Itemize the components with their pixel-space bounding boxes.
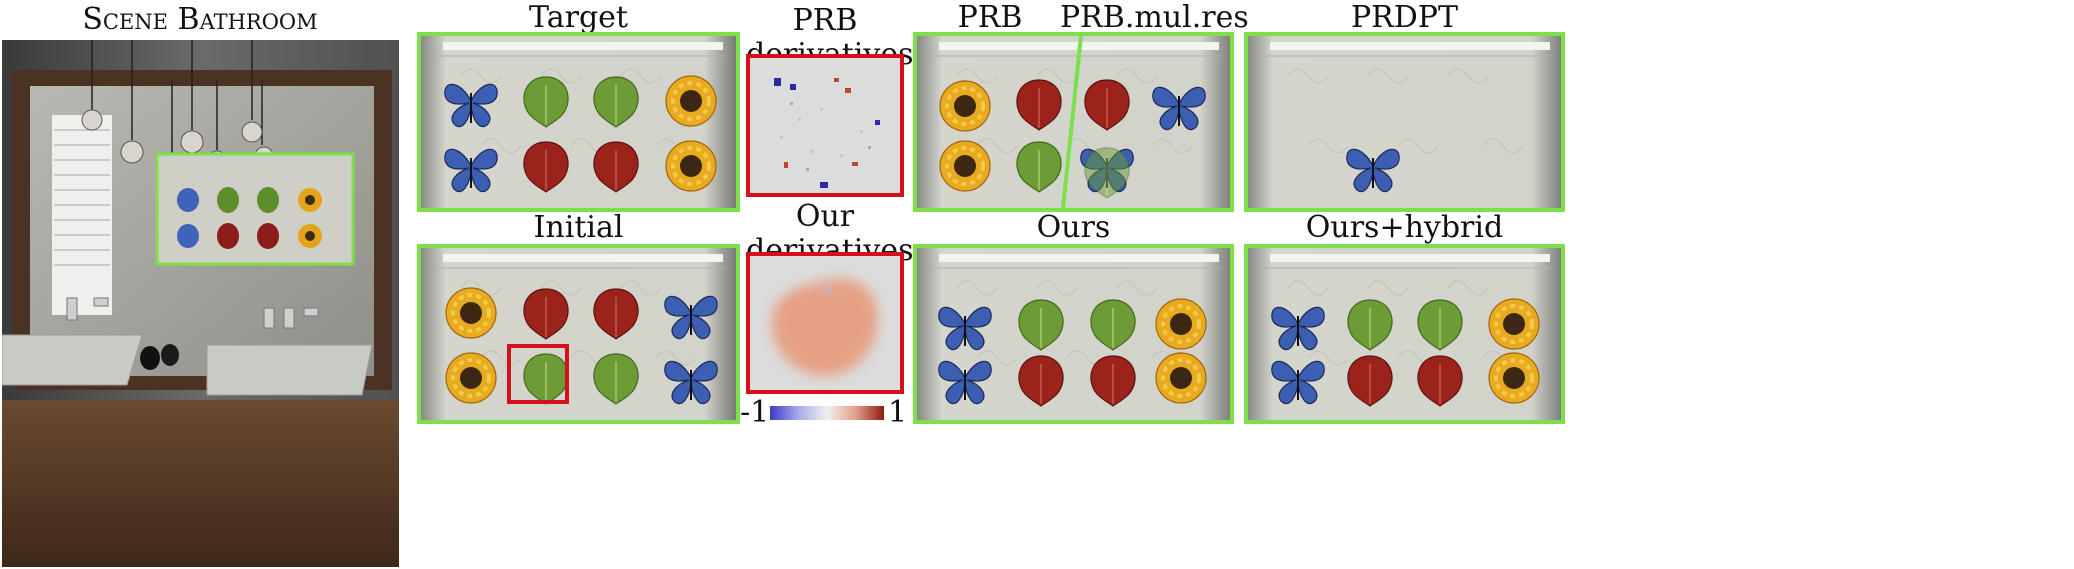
label-ours-hybrid: Ours+hybrid	[1305, 210, 1504, 245]
panel-our-derivatives	[746, 252, 904, 394]
label-prb: PRB	[957, 0, 1023, 35]
label-ours: Ours	[1036, 210, 1111, 245]
panel-prdpt	[1244, 32, 1565, 212]
panel-prb-derivatives	[746, 54, 904, 197]
colorbar	[770, 406, 884, 420]
panel-initial	[417, 244, 740, 424]
scene-photo	[2, 40, 399, 567]
label-target: Target	[529, 0, 628, 35]
panel-target	[417, 32, 740, 212]
panel-ours-hybrid	[1244, 244, 1565, 424]
colorbar-min-label: -1	[740, 395, 770, 430]
scene-title: Scene Bathroom	[82, 2, 318, 37]
label-prdpt: PRDPT	[1350, 0, 1459, 35]
label-prb-mul-res: PRB.mul.res	[1060, 0, 1249, 35]
panel-ours	[913, 244, 1234, 424]
colorbar-max-label: 1	[888, 395, 908, 430]
label-initial: Initial	[533, 210, 624, 245]
panel-prb	[913, 32, 1234, 212]
